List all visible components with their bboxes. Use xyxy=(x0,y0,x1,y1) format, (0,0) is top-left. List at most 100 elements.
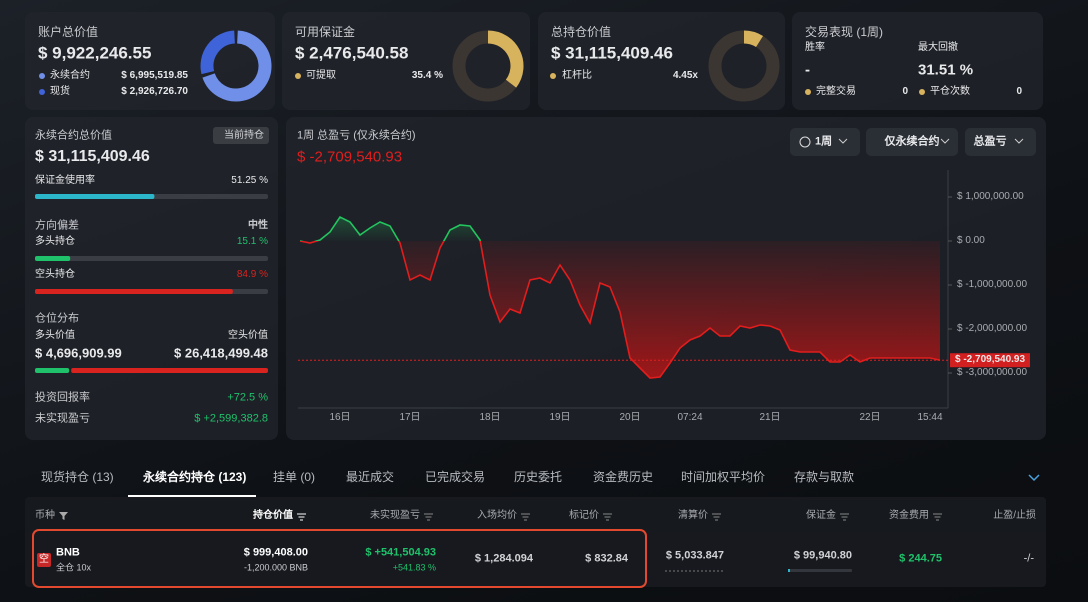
label: 51.25 % xyxy=(231,175,268,186)
legend-dot xyxy=(39,89,45,95)
donut-track xyxy=(708,30,780,102)
label: 空头持仓 xyxy=(35,269,75,280)
column-header: 币种 xyxy=(35,510,55,521)
card-value: $ 9,922,246.55 xyxy=(38,43,152,63)
legend-dot xyxy=(39,73,45,79)
legend-dot xyxy=(550,73,556,79)
y-tick-label: $ 0.00 xyxy=(957,235,985,246)
x-tick-label: 21日 xyxy=(759,412,781,423)
column-header[interactable]: 标记价 xyxy=(569,510,599,521)
control-button[interactable] xyxy=(790,128,860,156)
label: 投资回报率 xyxy=(35,391,90,404)
label: $ 26,418,499.48 xyxy=(174,345,268,361)
table-cell: 全仓 10x xyxy=(56,562,92,573)
label: 多头价值 xyxy=(35,330,75,341)
column-header[interactable]: 资金费用 xyxy=(889,510,929,521)
label: $ 4,696,909.99 xyxy=(35,345,122,361)
label: 空头价值 xyxy=(228,330,268,341)
label: 未实现盈亏 xyxy=(35,412,90,425)
count-value: 0 xyxy=(902,86,908,97)
x-tick-label: 18日 xyxy=(479,412,501,423)
clock-icon xyxy=(799,136,811,148)
column-header[interactable]: 持仓价值 xyxy=(253,510,293,521)
tab[interactable]: 历史委托 xyxy=(514,470,563,484)
side-icon xyxy=(37,553,51,567)
card-title: 账户总价值 xyxy=(38,25,99,39)
x-tick-label: 07:24 xyxy=(677,412,703,423)
card-title: 交易表现 (1周) xyxy=(805,25,884,39)
legend-label: 杠杆比 xyxy=(562,70,592,81)
column-header[interactable]: 保证金 xyxy=(806,510,836,521)
label: 方向偏差 xyxy=(35,219,79,232)
tab[interactable]: 存款与取款 xyxy=(794,470,855,484)
sort-icon xyxy=(840,513,849,521)
tab[interactable]: 已完成交易 xyxy=(425,470,486,484)
split-short xyxy=(71,368,269,373)
control-label[interactable]: 仅永续合约 xyxy=(884,135,940,148)
label: 仓位分布 xyxy=(35,312,79,325)
donut-decoration xyxy=(743,30,764,48)
control-label[interactable]: 1周 xyxy=(815,135,833,148)
x-tick-label: 19日 xyxy=(549,412,571,423)
legend-dot xyxy=(295,73,301,79)
card xyxy=(792,12,1043,110)
donut-segment xyxy=(200,30,236,75)
split-long xyxy=(35,368,70,373)
control-button[interactable] xyxy=(866,128,958,156)
tab[interactable]: 时间加权平均价 xyxy=(681,470,766,484)
chart-current: $ -2,709,540.93 xyxy=(297,148,403,166)
area-positive xyxy=(300,217,940,242)
label: +72.5 % xyxy=(227,391,268,404)
current-tag-label: $ -2,709,540.93 xyxy=(955,354,1026,366)
tab[interactable]: 永续合约持仓 (123) xyxy=(143,470,247,484)
label: $ +2,599,382.8 xyxy=(194,412,268,425)
control-button[interactable] xyxy=(965,128,1036,156)
table-header xyxy=(25,500,1046,532)
label: 永续合约总价值 xyxy=(35,129,112,142)
count-value: 0 xyxy=(1016,86,1022,97)
panel-value: $ 31,115,409.46 xyxy=(35,148,150,165)
legend-label: 可提取 xyxy=(306,70,336,81)
column-header[interactable]: 入场均价 xyxy=(477,510,517,521)
column-header[interactable]: 清算价 xyxy=(678,510,708,521)
sort-icon xyxy=(603,513,612,521)
legend-label: 永续合约 xyxy=(50,70,90,81)
bar-fill xyxy=(35,289,233,294)
control-label[interactable]: 总盈亏 xyxy=(973,135,1007,148)
label: 中性 xyxy=(248,220,268,231)
table-cell: $ +541,504.93 xyxy=(365,546,436,559)
label: 多头持仓 xyxy=(35,236,75,247)
table-cell: $ 999,408.00 xyxy=(243,546,308,559)
sort-icon xyxy=(424,513,433,521)
column-header[interactable]: 未实现盈亏 xyxy=(370,510,420,521)
table-cell: $ 832.84 xyxy=(585,552,628,565)
label: 15.1 % xyxy=(236,236,268,247)
margin-track xyxy=(788,569,852,572)
tab[interactable]: 挂单 (0) xyxy=(273,470,316,484)
y-tick-label: $ -1,000,000.00 xyxy=(957,279,1028,290)
legend-dot xyxy=(919,89,925,95)
y-tick-label: $ 1,000,000.00 xyxy=(957,191,1024,202)
table-cell: $ 99,940.80 xyxy=(793,549,852,562)
table-cell: -1,200.000 BNB xyxy=(243,562,308,573)
filter-icon[interactable] xyxy=(59,512,68,520)
sort-icon xyxy=(521,513,530,521)
count-label: 完整交易 xyxy=(816,86,856,97)
chevron[interactable] xyxy=(1028,474,1040,482)
current-tag xyxy=(950,353,1030,368)
label: 84.9 % xyxy=(236,269,268,280)
bar-track xyxy=(35,256,268,261)
stat-value: - xyxy=(805,61,810,79)
tab[interactable]: 现货持仓 (13) xyxy=(41,470,114,484)
legend-value: 4.45x xyxy=(672,70,698,81)
tab[interactable]: 最近成交 xyxy=(346,470,395,484)
sort-icon xyxy=(712,513,721,521)
stat-label: 最大回撤 xyxy=(918,42,958,53)
sort-icon xyxy=(933,513,942,521)
y-tick-label: $ -3,000,000.00 xyxy=(957,367,1028,378)
tab[interactable]: 资金费历史 xyxy=(593,470,654,484)
table-cell: $ 244.75 xyxy=(899,552,942,565)
stat-value: 31.51 % xyxy=(918,61,974,79)
